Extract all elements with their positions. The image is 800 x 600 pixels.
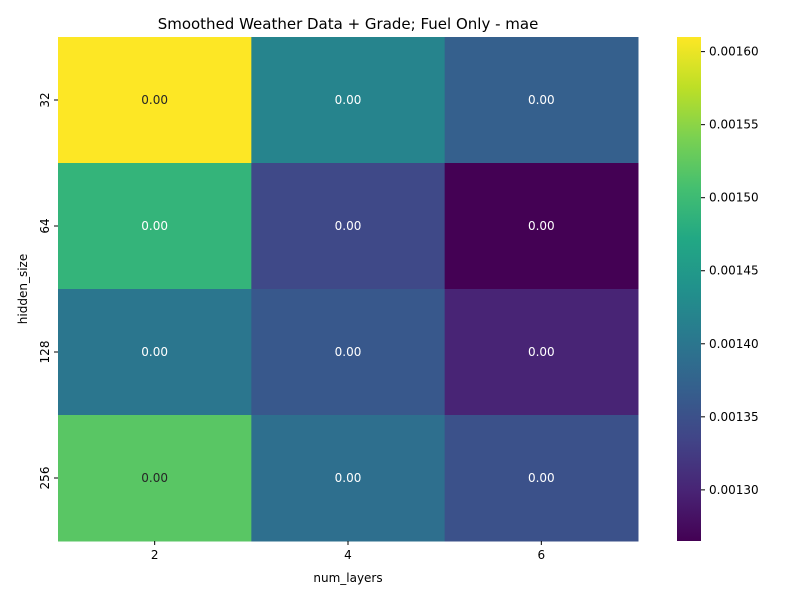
y-tick-label: 64 — [38, 218, 52, 233]
heatmap-cell — [251, 37, 446, 164]
heatmap-cell — [251, 163, 446, 290]
colorbar-tick-label: 0.00140 — [709, 337, 759, 351]
cell-value-label: 0.00 — [528, 219, 555, 233]
cell-value-label: 0.00 — [528, 345, 555, 359]
cell-value-label: 0.00 — [141, 345, 168, 359]
y-axis-label: hidden_size — [16, 254, 30, 324]
heatmap-cell — [251, 289, 446, 416]
colorbar — [677, 37, 701, 541]
heatmap-cell — [444, 37, 639, 164]
cell-value-label: 0.00 — [335, 471, 362, 485]
chart-title: Smoothed Weather Data + Grade; Fuel Only… — [158, 15, 539, 33]
y-tick-label: 256 — [38, 467, 52, 490]
colorbar-tick-label: 0.00155 — [709, 118, 759, 132]
y-tick-label: 32 — [38, 92, 52, 107]
cell-value-label: 0.00 — [335, 219, 362, 233]
cell-value-label: 0.00 — [528, 471, 555, 485]
y-axis-ticks: 32 64 128 256 — [38, 92, 58, 489]
heatmap-cell — [444, 289, 639, 416]
heatmap-cell — [444, 415, 639, 542]
x-tick-label: 6 — [538, 548, 546, 562]
colorbar-ticks: 0.00130 0.00135 0.00140 0.00145 0.00150 0.001… — [701, 45, 759, 497]
heatmap-cell — [58, 415, 252, 542]
colorbar-tick-label: 0.00135 — [709, 410, 759, 424]
x-axis-label: num_layers — [313, 571, 382, 585]
heatmap-cell — [58, 37, 252, 164]
cell-value-label: 0.00 — [141, 471, 168, 485]
colorbar-tick-label: 0.00145 — [709, 264, 759, 278]
cell-value-label: 0.00 — [528, 93, 555, 107]
x-axis-ticks: 2 4 6 — [151, 541, 545, 562]
colorbar-tick-label: 0.00130 — [709, 483, 759, 497]
heatmap-cells: 0.00 0.00 0.00 0.00 0.00 0.00 0.00 0.00 0.00 0.00… — [58, 37, 639, 542]
cell-value-label: 0.00 — [141, 219, 168, 233]
x-tick-label: 4 — [344, 548, 352, 562]
heatmap-cell — [58, 163, 252, 290]
cell-value-label: 0.00 — [335, 345, 362, 359]
colorbar-tick-label: 0.00160 — [709, 45, 759, 59]
x-tick-label: 2 — [151, 548, 159, 562]
cell-value-label: 0.00 — [141, 93, 168, 107]
heatmap-cell — [444, 163, 639, 290]
colorbar-tick-label: 0.00150 — [709, 191, 759, 205]
cell-value-label: 0.00 — [335, 93, 362, 107]
heatmap-cell — [58, 289, 252, 416]
heatmap-cell — [251, 415, 446, 542]
y-tick-label: 128 — [38, 341, 52, 364]
